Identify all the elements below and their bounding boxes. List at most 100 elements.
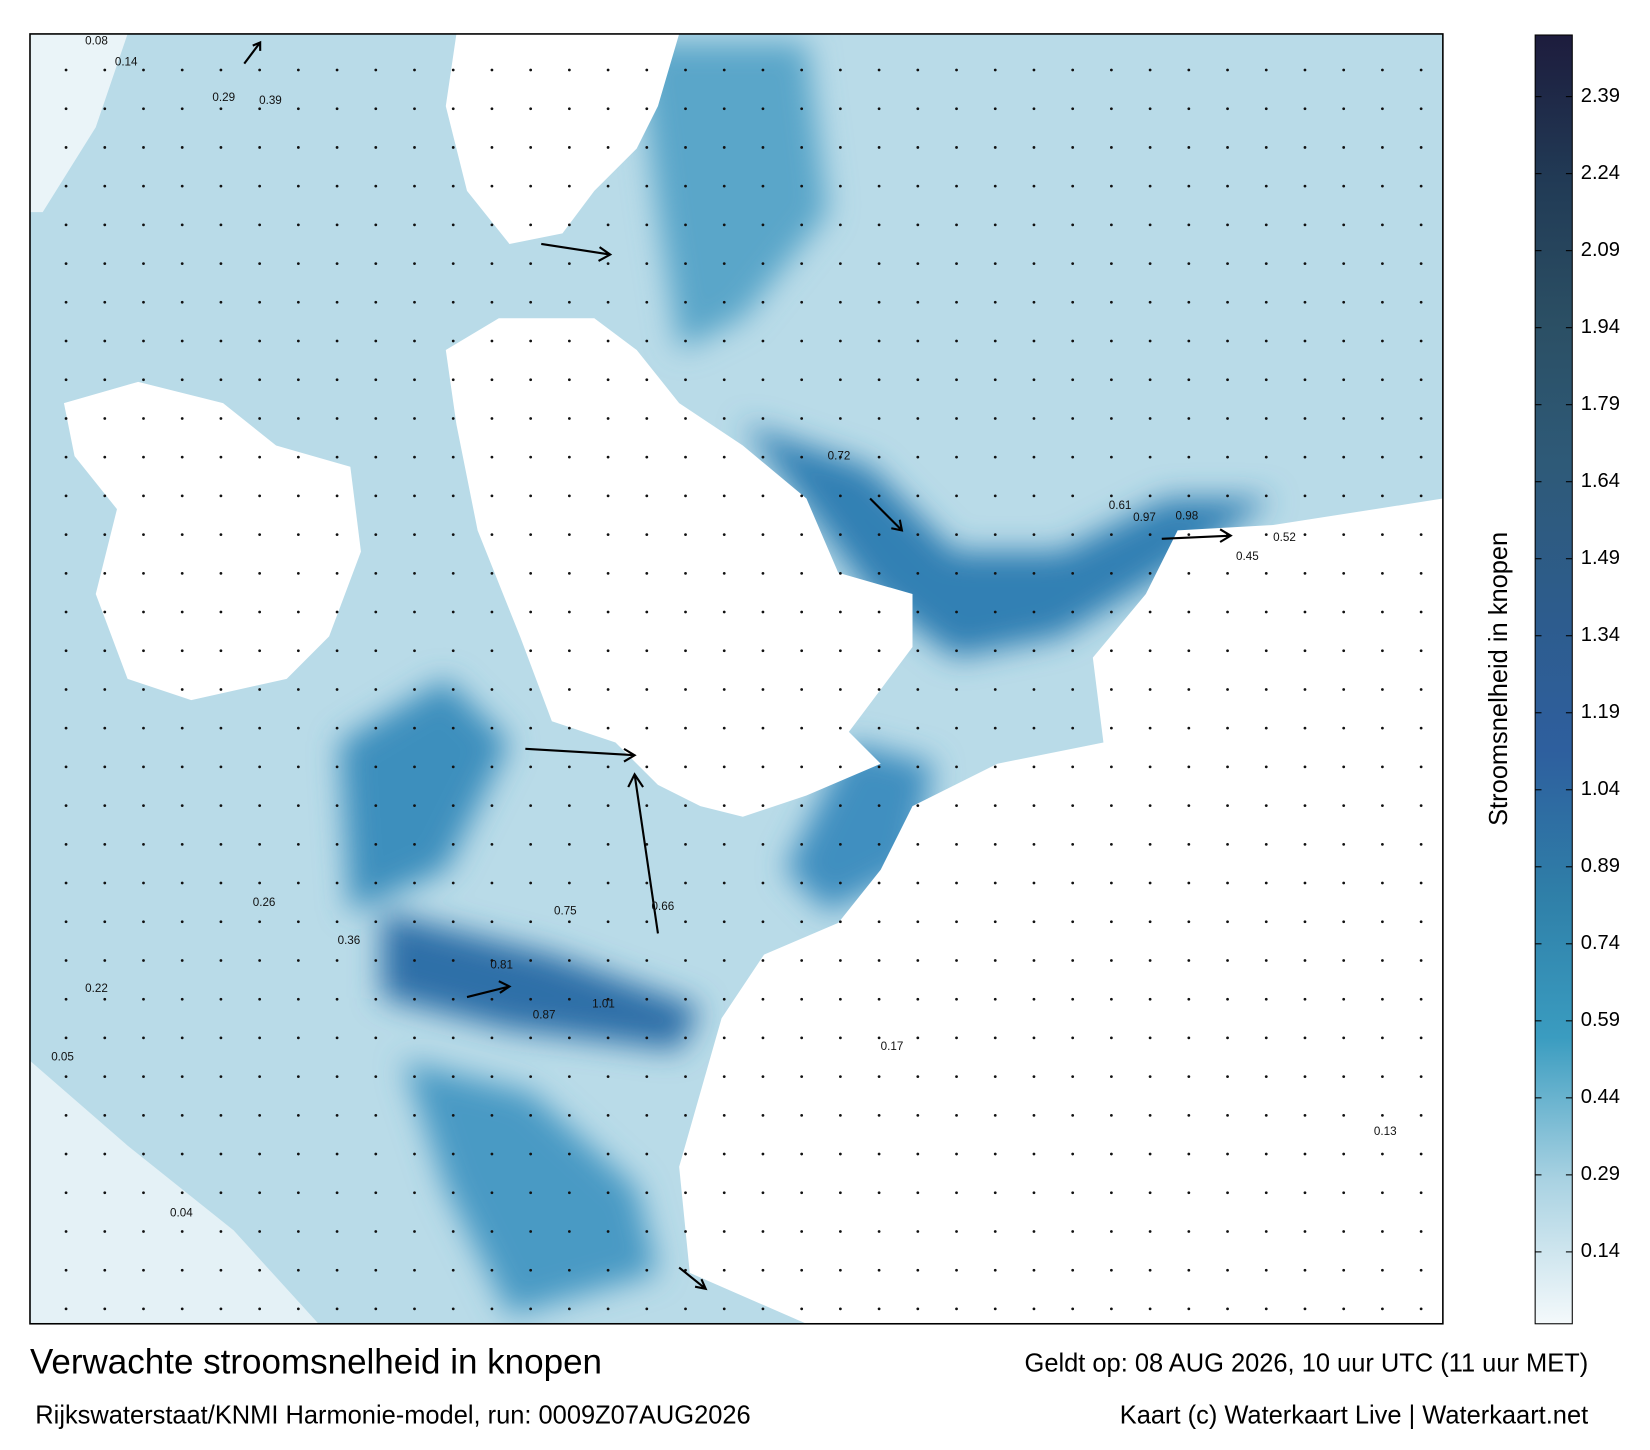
grid-dot [219,610,223,614]
grid-dot [335,765,339,769]
grid-dot [374,1152,378,1156]
grid-dot [296,804,300,807]
grid-dot [335,1152,339,1156]
grid-dot [567,533,571,536]
colorbar-tick-label: 1.49 [1581,547,1620,569]
grid-dot [1419,920,1423,924]
grid-dot [993,533,997,536]
grid-dot [1071,146,1075,149]
grid-dot [103,339,107,343]
grid-dot [993,688,997,691]
grid-dot [490,1036,494,1040]
grid-dot [142,610,145,614]
grid-dot [722,804,726,807]
grid-dot [877,1113,881,1117]
grid-dot [258,1075,262,1079]
grid-dot [451,1152,455,1156]
grid-dot [1264,107,1268,111]
grid-dot [1110,455,1113,459]
grid-dot [1148,339,1152,343]
grid-dot [490,455,494,459]
grid-dot [1110,1152,1113,1156]
grid-dot [1342,610,1346,614]
grid-dot [1342,649,1346,653]
grid-dot [1071,1191,1075,1195]
grid-dot [839,804,842,807]
grid-dot [993,184,997,188]
grid-dot [490,339,494,343]
grid-dot [761,184,765,188]
grid-dot [606,1268,610,1272]
grid-dot [142,765,145,769]
grid-dot [761,804,765,807]
grid-dot [722,339,726,343]
grid-dot [722,765,726,769]
grid-dot [258,920,262,924]
grid-dot [64,455,68,459]
grid-dot [258,649,262,653]
grid-dot [839,1230,842,1233]
grid-dot [722,223,726,227]
grid-dot [1110,68,1113,72]
grid-dot [1226,107,1229,111]
grid-dot [1187,1307,1191,1311]
grid-dot [64,1113,68,1117]
grid-dot [606,107,610,111]
grid-dot [1264,68,1268,72]
grid-dot [761,959,765,962]
grid-dot [374,765,378,769]
grid-dot [413,1268,416,1272]
grid-dot [606,146,610,149]
grid-dot [1187,184,1191,188]
grid-dot [180,881,184,885]
grid-dot [955,146,958,149]
grid-dot [180,1036,184,1040]
current-label: 0.97 [1133,511,1156,524]
grid-dot [800,571,804,575]
grid-dot [1419,417,1423,420]
grid-dot [529,68,533,72]
grid-dot [64,571,68,575]
grid-dot [1342,1230,1346,1233]
grid-dot [1032,842,1036,846]
grid-dot [606,804,610,807]
grid-dot [413,571,416,575]
grid-dot [219,571,223,575]
grid-dot [606,300,610,304]
grid-dot [103,1152,107,1156]
grid-dot [916,455,920,459]
grid-dot [800,649,804,653]
grid-dot [1187,881,1191,885]
grid-dot [916,804,920,807]
grid-dot [877,146,881,149]
grid-dot [1226,610,1229,614]
grid-dot [490,920,494,924]
grid-dot [1148,1191,1152,1195]
grid-dot [993,1268,997,1272]
grid-dot [529,339,533,343]
grid-dot [1110,1075,1113,1079]
grid-dot [219,262,223,265]
grid-dot [1071,378,1075,382]
grid-dot [993,1113,997,1117]
grid-dot [1303,1036,1307,1040]
grid-dot [1303,997,1307,1001]
grid-dot [916,300,920,304]
grid-dot [1303,533,1307,536]
grid-dot [142,417,145,420]
grid-dot [1342,68,1346,72]
grid-dot [1419,959,1423,962]
grid-dot [1032,997,1036,1001]
grid-dot [567,339,571,343]
grid-dot [916,533,920,536]
grid-dot [374,1191,378,1195]
grid-dot [1187,920,1191,924]
grid-dot [335,1036,339,1040]
grid-dot [1187,1191,1191,1195]
grid-dot [684,804,687,807]
grid-dot [296,494,300,498]
current-label: 0.52 [1273,531,1296,544]
grid-dot [64,881,68,885]
grid-dot [606,765,610,769]
grid-dot [684,1075,687,1079]
